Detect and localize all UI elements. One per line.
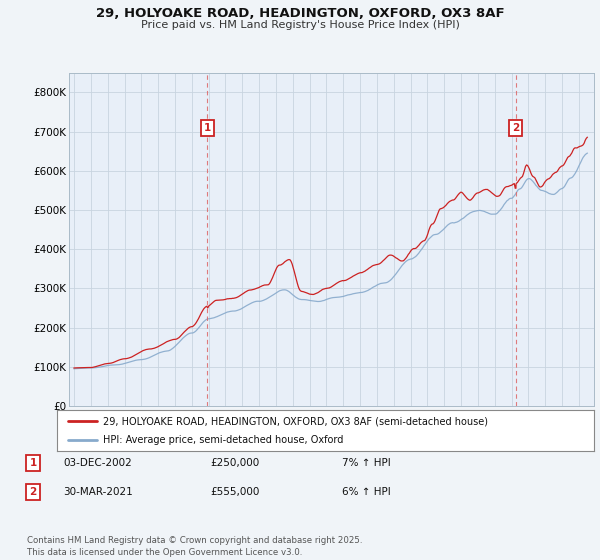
Text: £555,000: £555,000 — [210, 487, 259, 497]
Text: 2: 2 — [512, 123, 520, 133]
Text: 7% ↑ HPI: 7% ↑ HPI — [342, 458, 391, 468]
Text: 6% ↑ HPI: 6% ↑ HPI — [342, 487, 391, 497]
Text: 03-DEC-2002: 03-DEC-2002 — [63, 458, 132, 468]
Text: 29, HOLYOAKE ROAD, HEADINGTON, OXFORD, OX3 8AF (semi-detached house): 29, HOLYOAKE ROAD, HEADINGTON, OXFORD, O… — [103, 417, 488, 426]
Text: Price paid vs. HM Land Registry's House Price Index (HPI): Price paid vs. HM Land Registry's House … — [140, 20, 460, 30]
Text: 1: 1 — [203, 123, 211, 133]
Text: £250,000: £250,000 — [210, 458, 259, 468]
Text: 30-MAR-2021: 30-MAR-2021 — [63, 487, 133, 497]
Text: 1: 1 — [29, 458, 37, 468]
Text: 2: 2 — [29, 487, 37, 497]
Text: 29, HOLYOAKE ROAD, HEADINGTON, OXFORD, OX3 8AF: 29, HOLYOAKE ROAD, HEADINGTON, OXFORD, O… — [95, 7, 505, 20]
Text: HPI: Average price, semi-detached house, Oxford: HPI: Average price, semi-detached house,… — [103, 435, 343, 445]
Text: Contains HM Land Registry data © Crown copyright and database right 2025.
This d: Contains HM Land Registry data © Crown c… — [27, 536, 362, 557]
